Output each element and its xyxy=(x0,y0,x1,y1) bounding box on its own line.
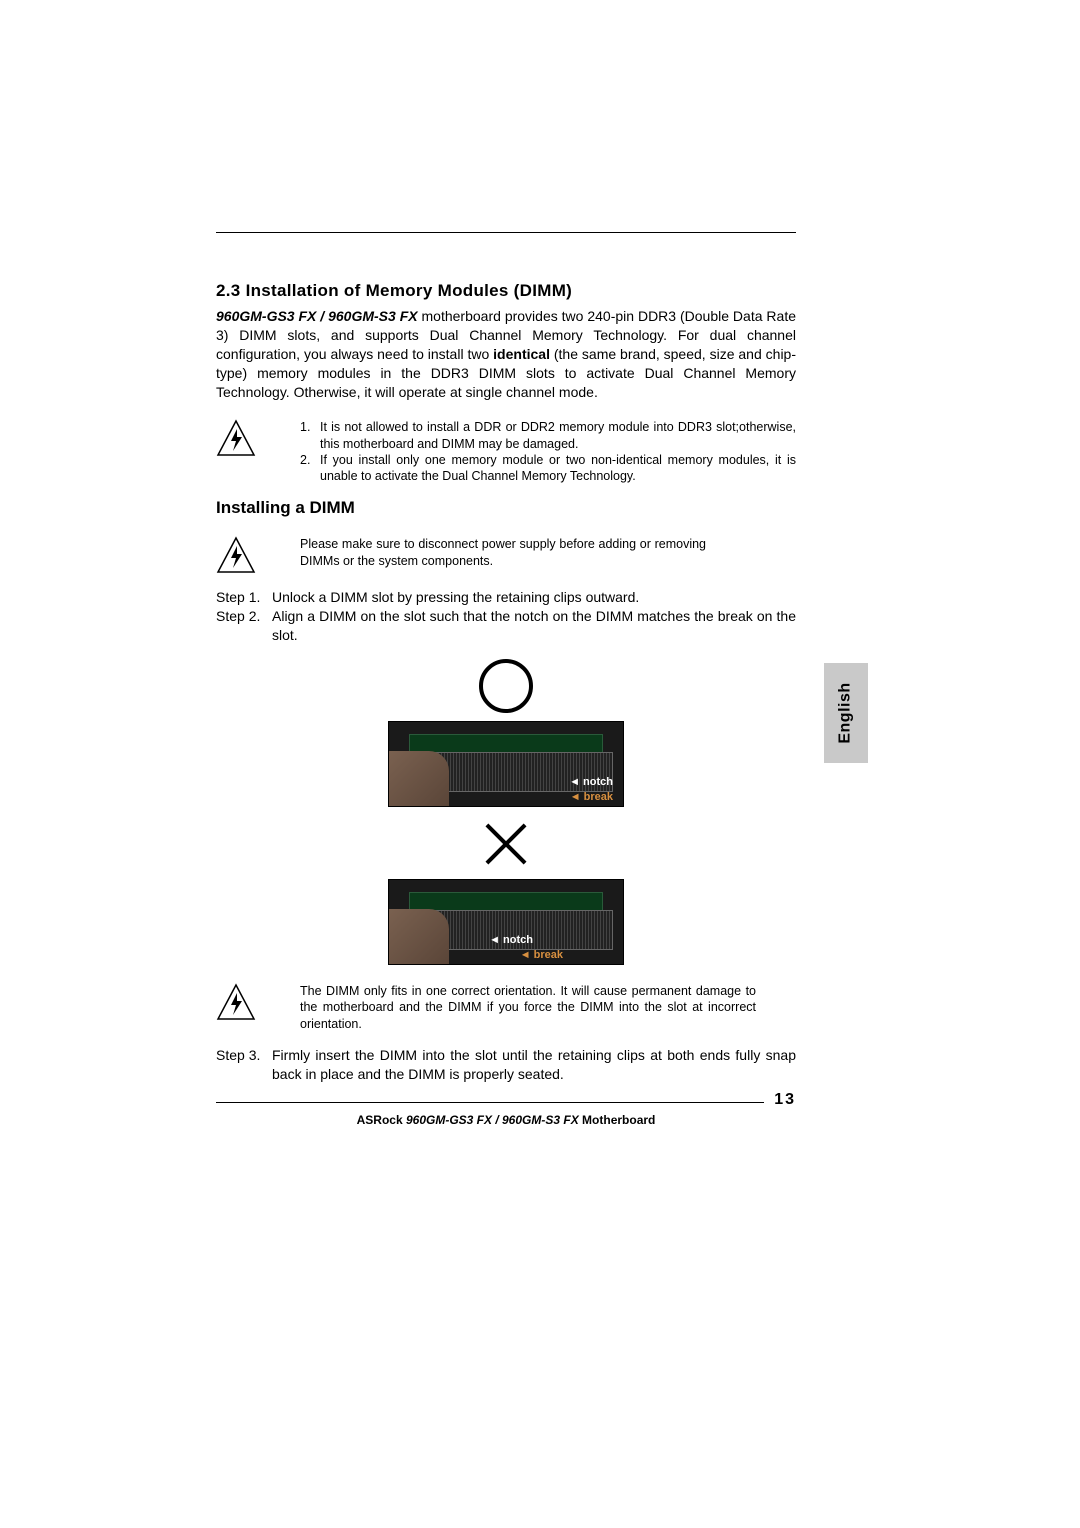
step-text: Firmly insert the DIMM into the slot unt… xyxy=(272,1046,796,1084)
lightning-warning-icon xyxy=(216,536,256,574)
steps-group-b: Step 3. Firmly insert the DIMM into the … xyxy=(216,1046,796,1084)
step-label: Step 1. xyxy=(216,588,272,607)
correct-dimm-photo: ◄ notch ◄ break xyxy=(388,721,624,807)
footer-model: 960GM-GS3 FX / 960GM-S3 FX xyxy=(406,1113,579,1127)
warning-2-text: Please make sure to disconnect power sup… xyxy=(300,536,796,569)
footer-suffix: Motherboard xyxy=(582,1113,655,1127)
footer-brand: ASRock xyxy=(357,1113,403,1127)
correct-indicator-icon xyxy=(479,659,533,713)
warning-3-text: The DIMM only fits in one correct orient… xyxy=(300,983,796,1032)
section-number: 2.3 xyxy=(216,281,241,300)
step-label: Step 2. xyxy=(216,607,272,645)
break-label-2: break xyxy=(534,949,563,961)
intro-identical: identical xyxy=(493,346,550,362)
page-number: 13 xyxy=(764,1091,796,1109)
warning-1-text-2: If you install only one memory module or… xyxy=(320,452,796,485)
footer-text: ASRock 960GM-GS3 FX / 960GM-S3 FX Mother… xyxy=(216,1113,796,1127)
lightning-warning-icon xyxy=(216,983,256,1021)
top-rule xyxy=(216,232,796,233)
step-text: Align a DIMM on the slot such that the n… xyxy=(272,607,796,645)
intro-paragraph: 960GM-GS3 FX / 960GM-S3 FX motherboard p… xyxy=(216,307,796,401)
section-heading: 2.3 Installation of Memory Modules (DIMM… xyxy=(216,281,796,301)
step-row: Step 1. Unlock a DIMM slot by pressing t… xyxy=(216,588,796,607)
incorrect-dimm-photo: ◄ notch ◄ break xyxy=(388,879,624,965)
step-text: Unlock a DIMM slot by pressing the retai… xyxy=(272,588,796,607)
intro-model: 960GM-GS3 FX / 960GM-S3 FX xyxy=(216,308,418,324)
step-row: Step 2. Align a DIMM on the slot such th… xyxy=(216,607,796,645)
section-title-text: Installation of Memory Modules (DIMM) xyxy=(246,281,573,300)
step-row: Step 3. Firmly insert the DIMM into the … xyxy=(216,1046,796,1084)
warning-1-text-1: It is not allowed to install a DDR or DD… xyxy=(320,419,796,452)
manual-page: 2.3 Installation of Memory Modules (DIMM… xyxy=(216,232,796,1127)
incorrect-indicator-icon xyxy=(479,817,533,871)
sub-heading: Installing a DIMM xyxy=(216,498,796,518)
warning-block-1: 1. It is not allowed to install a DDR or… xyxy=(216,419,796,484)
notch-label: notch xyxy=(583,776,613,788)
warning-1-num: 2. xyxy=(300,452,320,485)
notch-label-2: notch xyxy=(503,934,533,946)
language-label: English xyxy=(837,682,855,743)
lightning-warning-icon xyxy=(216,419,256,457)
break-label: break xyxy=(584,791,613,803)
warning-1-item: 2. If you install only one memory module… xyxy=(300,452,796,485)
language-tab: English xyxy=(824,663,868,763)
warning-1-num: 1. xyxy=(300,419,320,452)
steps-group-a: Step 1. Unlock a DIMM slot by pressing t… xyxy=(216,588,796,645)
warning-block-2: Please make sure to disconnect power sup… xyxy=(216,536,796,574)
step-label: Step 3. xyxy=(216,1046,272,1084)
warning-1-item: 1. It is not allowed to install a DDR or… xyxy=(300,419,796,452)
warning-1-text: 1. It is not allowed to install a DDR or… xyxy=(300,419,796,484)
dimm-diagram: ◄ notch ◄ break ◄ notch ◄ break xyxy=(216,659,796,965)
footer-rule: 13 xyxy=(216,1102,796,1103)
warning-block-3: The DIMM only fits in one correct orient… xyxy=(216,983,796,1032)
